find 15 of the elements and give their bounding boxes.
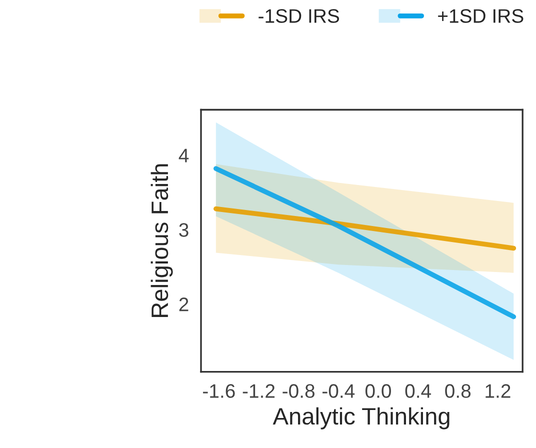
- x-tick-label: -1.6: [203, 384, 235, 398]
- x-tick-label: 0.4: [405, 384, 431, 398]
- x-tick-label: -1.2: [242, 384, 275, 398]
- x-axis-title: Analytic Thinking: [272, 407, 450, 430]
- y-axis-title: Religious Faith: [150, 164, 173, 317]
- x-tick-label: 0.0: [365, 384, 391, 398]
- y-tick-label: 3: [179, 223, 188, 237]
- x-tick-label: 1.2: [486, 384, 510, 398]
- x-tick-label: -0.8: [282, 384, 314, 398]
- y-tick-label: 2: [179, 298, 188, 312]
- x-tick-label: 0.8: [445, 384, 471, 398]
- legend-label: -1SD IRS: [258, 9, 340, 23]
- legend-label: +1SD IRS: [438, 9, 524, 23]
- y-tick-label: 4: [178, 148, 189, 162]
- x-tick-label: -0.4: [322, 384, 355, 398]
